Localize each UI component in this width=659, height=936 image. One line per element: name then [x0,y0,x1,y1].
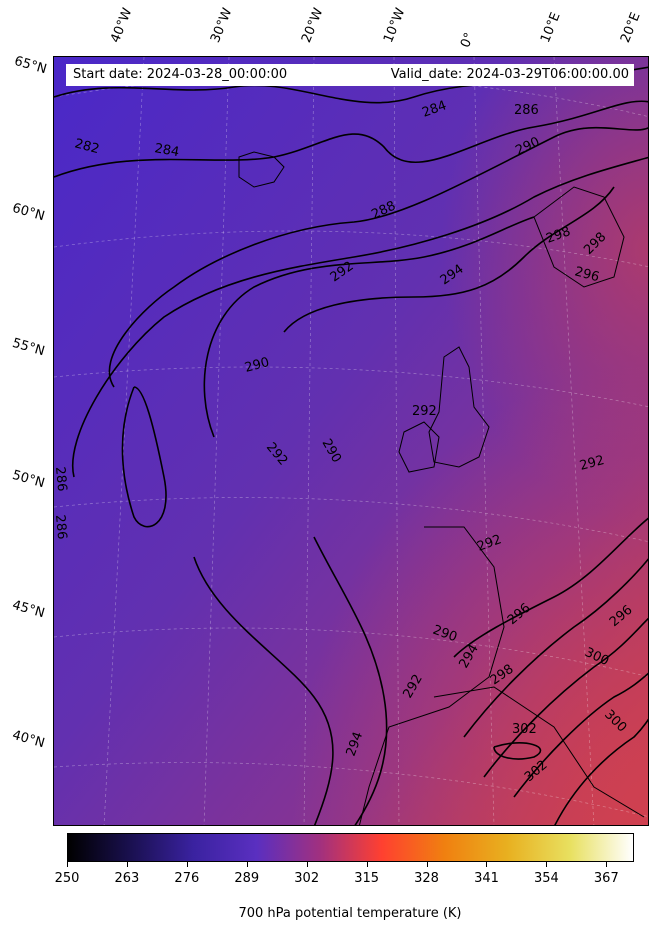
contour-label: 292 [578,453,606,474]
lon-label-40w: 40°W [108,6,136,45]
colorbar-tick [306,862,308,867]
colorbar-tick-label: 367 [593,871,619,886]
colorbar [67,833,634,862]
contour-292 [203,216,535,438]
coastlines [238,151,645,825]
lat-label-65n: 65°N [12,53,49,78]
contour-label: 302 [512,722,537,737]
ireland-coast [398,421,440,473]
lon-label-20w: 20°W [299,6,327,45]
colorbar-tick-label: 289 [234,871,260,886]
colorbar-tick-label: 328 [414,871,439,886]
contour-302 [493,742,542,760]
colorbar-tick [366,862,368,867]
contour-286-west [121,386,167,528]
contour-label: 282 [73,136,101,157]
contour-294-east [463,558,648,738]
colorbar-tick [486,862,488,867]
contour-300 [554,718,648,825]
colorbar-tick [186,862,188,867]
contour-label: 296 [573,264,601,285]
lat-label-60n: 60°N [10,200,47,225]
contour-296 [483,617,648,778]
lon-label-0: 0° [458,30,478,50]
warm-region-northeast [54,57,648,825]
colorbar-tick-label: 250 [54,871,80,886]
lon-label-20e: 20°E [618,10,644,45]
contour-label: 290 [243,355,271,376]
contour-286 [54,100,648,178]
colorbar-tick-label: 276 [174,871,200,886]
colorbar-tick-label: 263 [114,871,140,886]
contour-label: 286 [54,466,69,492]
contour-label: 292 [412,404,437,419]
contour-290-south [193,556,334,825]
iberia-coast [433,686,645,818]
start-date-label: Start date: 2024-03-28_00:00:00 [73,67,288,82]
colorbar-tick [606,862,608,867]
contour-288 [108,126,648,388]
colorbar-tick [67,862,68,867]
map-svg: 282 284 284 286 290 288 292 294 290 292 … [54,57,648,825]
lat-label-55n: 55°N [10,335,47,360]
contour-290 [71,156,648,478]
contour-298 [513,672,648,798]
lat-label-50n: 50°N [10,467,47,492]
colorbar-tick-label: 315 [354,871,380,886]
map-panel: 282 284 284 286 290 288 292 294 290 292 … [53,56,649,826]
uk-coast [428,346,490,468]
colorbar-tick-label: 341 [474,871,499,886]
colorbar-title: 700 hPa potential temperature (K) [238,906,462,921]
contour-292-east [453,517,648,658]
colorbar-tick-label: 354 [533,871,559,886]
contour-292-south [313,536,388,825]
contour-294 [283,186,615,333]
valid-date-label: Valid_date: 2024-03-29T06:00:00.00 [390,67,629,82]
colorbar-tick-label: 302 [294,871,320,886]
europe-coast [358,526,505,825]
contour-label: 284 [153,141,180,160]
lon-label-10w: 10°W [381,6,409,45]
date-header: Start date: 2024-03-28_00:00:00 Valid_da… [66,64,634,86]
colorbar-tick [126,862,128,867]
iceland-coast [238,151,285,188]
scandinavia-coast [533,186,625,288]
lon-label-10e: 10°E [538,10,564,45]
colorbar-tick [426,862,428,867]
colorbar-tick [546,862,548,867]
contour-label: 286 [54,514,69,540]
contour-label: 286 [514,103,539,118]
colorbar-tick [246,862,248,867]
lon-label-30w: 30°W [208,6,236,45]
lat-label-45n: 45°N [10,597,47,622]
lat-label-40n: 40°N [10,727,47,752]
